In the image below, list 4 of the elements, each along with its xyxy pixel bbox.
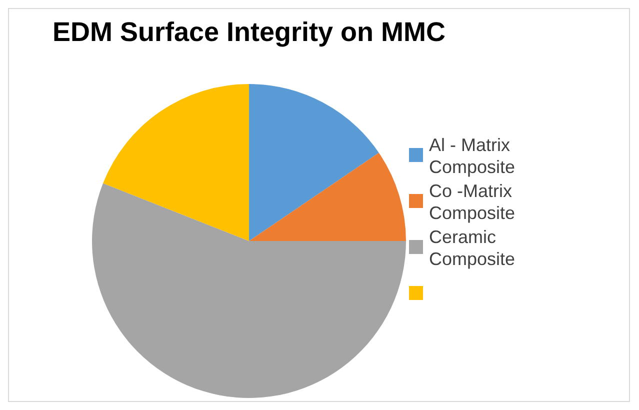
legend-label: Al - Matrix Composite xyxy=(429,134,516,178)
legend-label: Co -Matrix Composite xyxy=(429,180,516,224)
chart-title: EDM Surface Integrity on MMC xyxy=(51,17,447,48)
legend-label: Ceramic Composite xyxy=(429,226,516,270)
